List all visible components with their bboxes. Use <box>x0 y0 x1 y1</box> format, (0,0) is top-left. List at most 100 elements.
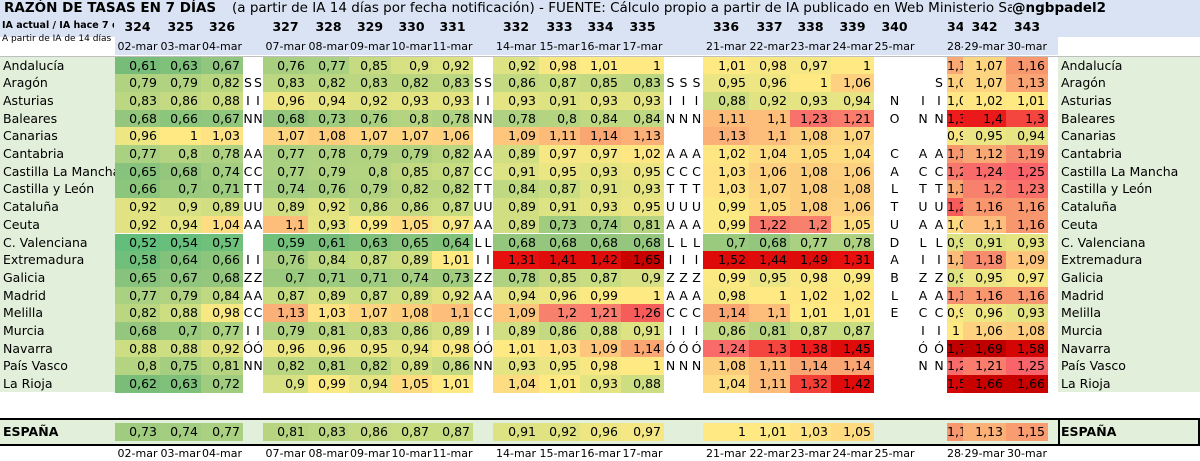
weekend-marker: I <box>476 252 480 268</box>
weekend-marker: L <box>935 234 943 250</box>
ratio-cell: 0,89 <box>493 322 539 340</box>
ratio-cell: 0,98 <box>201 304 243 322</box>
ratio-cell <box>483 127 493 145</box>
weekend-marker: C <box>679 305 688 321</box>
ratio-cell: 0,83 <box>621 74 664 92</box>
ratio-cell: 1,16 <box>1006 215 1048 234</box>
weekend-marker: Z <box>918 269 928 285</box>
weekend-marker: I <box>937 252 941 268</box>
weekend-marker: A <box>890 163 899 179</box>
ratio-cell: 0,93 <box>580 375 621 393</box>
column-number: 324 <box>124 19 151 34</box>
column-number: 331 <box>439 19 466 34</box>
ratio-cell: 0,96 <box>263 91 308 110</box>
region-label-right: Murcia <box>1061 323 1103 338</box>
ratio-cell: 1,3 <box>1006 109 1048 128</box>
ratio-cell: 0,92 <box>115 198 160 216</box>
ratio-cell: 1,11 <box>749 357 790 376</box>
ratio-cell: 0,89 <box>391 286 432 305</box>
ratio-cell: 1,41 <box>539 251 580 269</box>
weekend-marker: N <box>473 358 483 374</box>
ratio-cell <box>243 234 253 252</box>
ratio-cell: 0,97 <box>1006 268 1048 287</box>
ratio-cell: 0,93 <box>621 91 664 110</box>
ratio-cell: 0,91 <box>621 322 664 340</box>
ratio-cell: 0,62 <box>115 375 160 393</box>
weekend-marker: A <box>253 216 263 232</box>
ratio-cell: 0,87 <box>580 268 621 287</box>
weekend-marker: Z <box>253 269 263 285</box>
ratio-cell <box>253 57 263 75</box>
ratio-cell: 1,3 <box>749 339 790 358</box>
ratio-cell: 1 <box>621 56 664 75</box>
column-number: 328 <box>315 19 342 34</box>
ratio-cell: 1,4 <box>963 109 1006 128</box>
ratio-cell: 1,11 <box>947 251 963 269</box>
weekend-marker: A <box>253 287 263 303</box>
ratio-cell: 0,71 <box>349 268 391 287</box>
ratio-cell: 1,13 <box>1006 74 1048 92</box>
ratio-cell: 0,93 <box>621 180 664 199</box>
column-date: 02-mar <box>117 40 158 52</box>
region-label-left: Asturias <box>3 92 54 108</box>
ratio-cell: 0,86 <box>391 322 432 340</box>
weekend-marker: E <box>890 305 899 321</box>
region-label-left: Andalucía <box>3 57 65 73</box>
ratio-cell: 0,86 <box>493 74 539 92</box>
ratio-cell: 1 <box>703 423 749 441</box>
ratio-cell: 0,74 <box>391 268 432 287</box>
ratio-cell: 1,11 <box>539 127 580 145</box>
region-label-left: Canarias <box>3 128 58 144</box>
ratio-cell: 0,91 <box>947 268 963 287</box>
ratio-cell: 0,98 <box>947 127 963 145</box>
ratio-cell: 0,95 <box>963 127 1006 145</box>
ratio-cell: 0,77 <box>263 162 308 181</box>
ratio-cell <box>677 57 690 75</box>
weekend-marker: A <box>253 146 263 161</box>
weekend-marker: N <box>678 110 689 126</box>
ratio-cell: 0,91 <box>539 198 580 216</box>
weekend-marker: A <box>483 146 493 161</box>
ratio-cell: 1,19 <box>1006 145 1048 163</box>
ratio-cell: 0,83 <box>308 423 349 441</box>
ratio-cell: 0,89 <box>493 215 539 234</box>
weekend-marker: A <box>934 216 944 232</box>
ratio-cell: 1,1 <box>963 215 1006 234</box>
weekend-marker: T <box>254 181 262 197</box>
ratio-cell: 0,87 <box>349 286 391 305</box>
ratio-cell <box>915 375 931 393</box>
title-detail: (a partir de IA 14 días por fecha notifi… <box>232 0 1012 16</box>
ratio-cell: 1,23 <box>790 109 831 128</box>
ratio-cell: 1,18 <box>963 251 1006 269</box>
column-date-footer: 09-mar <box>350 447 390 460</box>
total-label-left: ESPAÑA <box>3 424 59 439</box>
ratio-cell: 1,06 <box>963 322 1006 340</box>
weekend-marker: Z <box>679 269 688 285</box>
ratio-cell: 0,93 <box>580 91 621 110</box>
ratio-cell: 0,81 <box>308 322 349 340</box>
ratio-cell: 1,65 <box>621 251 664 269</box>
column-date: 22-mar <box>749 40 790 52</box>
column-date-footer: 03-mar <box>160 447 201 460</box>
ratio-cell <box>677 127 690 145</box>
ratio-cell: 0,68 <box>493 233 539 252</box>
ratio-cell: 0,82 <box>308 74 349 92</box>
ratio-cell: 1,12 <box>947 56 963 75</box>
weekend-marker: A <box>934 287 944 303</box>
ratio-cell: 1,03 <box>703 180 749 199</box>
column-date-footer: 02-mar <box>117 447 158 460</box>
column-date-footer: 22-mar <box>749 447 790 460</box>
ratio-cell: 1,16 <box>1006 56 1048 75</box>
weekend-marker: I <box>921 92 925 108</box>
ratio-cell: 0,95 <box>539 162 580 181</box>
ratio-cell: 0,92 <box>308 198 349 216</box>
ratio-cell: 1,16 <box>947 145 963 163</box>
ratio-cell: 1,06 <box>831 74 874 92</box>
ratio-cell: 1,05 <box>831 423 874 441</box>
ratio-cell: 1,03 <box>539 339 580 358</box>
column-number: 338 <box>797 19 824 34</box>
weekend-marker: S <box>254 75 262 91</box>
region-label-left: C. Valenciana <box>3 234 88 250</box>
ratio-cell: 0,8 <box>349 162 391 181</box>
weekend-marker: A <box>243 216 253 232</box>
